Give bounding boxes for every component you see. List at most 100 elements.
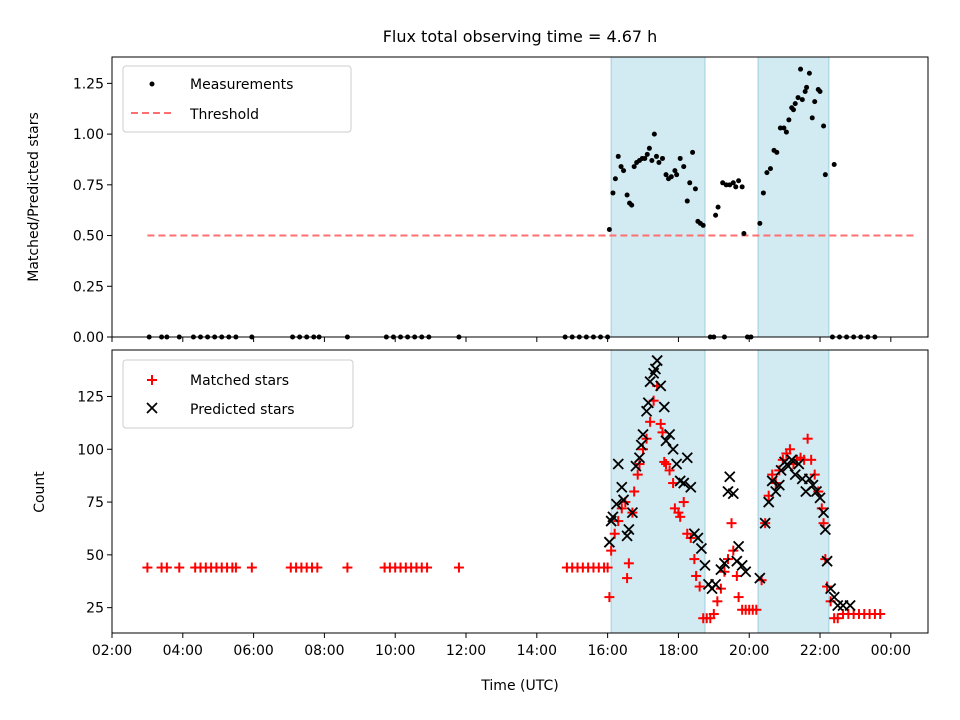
measurement-point [792, 101, 798, 107]
measurement-point [798, 66, 804, 72]
x-tick-label: 08:00 [304, 643, 344, 659]
measurement-point [804, 84, 810, 90]
predicted-star-point [724, 471, 736, 483]
shaded-interval [757, 56, 830, 338]
measurement-point [822, 172, 828, 178]
legend-predicted-marker [146, 402, 158, 414]
measurement-point [812, 99, 818, 105]
top-y-ticks: 0.00 0.25 0.50 0.75 1.00 1.25 [73, 76, 112, 346]
measurement-point [631, 164, 637, 170]
measurement-point [741, 231, 747, 237]
predicted-star-point [740, 566, 752, 578]
predicted-star-point [727, 487, 739, 500]
matched-star-point [629, 486, 640, 497]
matched-star-point [161, 562, 172, 573]
matched-star-point [774, 465, 785, 476]
measurement-point [795, 95, 801, 101]
legend-predicted-label: Predicted stars [190, 402, 295, 418]
predicted-star-point [678, 477, 690, 489]
matched-star-point [453, 562, 464, 573]
measurement-point [715, 204, 721, 210]
matched-star-point [806, 454, 817, 465]
predicted-star-point [793, 458, 805, 470]
matched-star-point [312, 562, 323, 573]
y-tick-label: 0.25 [73, 279, 104, 295]
matched-star-point [875, 608, 886, 619]
chart-title: Flux total observing time = 4.67 h [383, 27, 658, 46]
measurement-point [651, 131, 657, 137]
x-tick-label: 10:00 [375, 643, 415, 659]
predicted-star-point [814, 492, 826, 504]
predicted-star-point [810, 485, 823, 498]
matched-star-point [689, 554, 700, 565]
matched-star-point [784, 444, 795, 455]
matched-star-point [678, 497, 689, 508]
predicted-star-point [623, 523, 635, 536]
x-tick-label: 06:00 [233, 643, 273, 659]
y-tick-label: 1.00 [73, 127, 104, 143]
predicted-star-point [644, 376, 656, 388]
bottom-axes-frame [111, 349, 929, 634]
matched-star-point [622, 573, 633, 584]
measurement-point [713, 212, 719, 218]
predicted-star-point [651, 354, 663, 367]
measurement-point [767, 166, 773, 172]
measurement-point [774, 149, 780, 155]
predicted-star-point [640, 405, 653, 417]
measurement-point [663, 172, 669, 178]
y-tick-label: 125 [77, 389, 104, 405]
measurement-point [681, 164, 687, 170]
measurement-point [618, 164, 624, 170]
predicted-star-point [821, 555, 833, 567]
measurement-point [615, 153, 621, 159]
measurement-point [629, 202, 635, 208]
measurement-point [690, 149, 696, 155]
predicted-star-point [630, 460, 642, 472]
matched-star-point [802, 433, 813, 444]
bottom-legend: Matched stars Predicted stars [122, 359, 354, 429]
measurement-point [656, 160, 662, 166]
measurement-point [821, 123, 827, 129]
measurement-point [739, 184, 745, 190]
measurement-point [610, 190, 616, 196]
predicted-star-point [671, 458, 683, 470]
measurement-point [723, 182, 729, 188]
measurement-point [653, 153, 659, 159]
predicted-star-point [635, 439, 647, 451]
y-tick-label: 100 [77, 442, 104, 458]
x-tick-label: 12:00 [446, 643, 486, 659]
x-axis-label: Time (UTC) [480, 678, 558, 694]
x-tick-label: 20:00 [729, 643, 769, 659]
matched-star-point [822, 581, 833, 592]
bottom-y-ticks: 25 50 75 100 125 [77, 389, 112, 617]
bottom-panel: 25 50 75 100 125 02:00 04:00 06:00 08:00 10:00 12… [32, 349, 929, 694]
predicted-star-point [817, 506, 830, 519]
measurement-point [644, 151, 650, 157]
measurement-point [621, 168, 627, 174]
matched-star-point [657, 427, 668, 438]
predicted-star-point [667, 443, 679, 455]
x-tick-label: 16:00 [587, 643, 627, 659]
measurement-point [692, 186, 698, 192]
predicted-star-point [709, 578, 722, 591]
predicted-star-point [754, 572, 766, 584]
measurement-point [809, 115, 815, 121]
predicted-star-point [789, 468, 801, 481]
x-tick-label: 04:00 [163, 643, 203, 659]
predicted-star-point [773, 479, 785, 491]
measurement-point [659, 155, 665, 161]
measurement-point [777, 125, 783, 131]
matched-star-point [767, 469, 778, 480]
predicted-star-point [759, 517, 771, 529]
predicted-star-point [692, 532, 704, 544]
x-tick-label: 14:00 [517, 643, 557, 659]
predicted-star-point [610, 498, 623, 510]
matched-star-point [604, 592, 615, 603]
measurement-point [736, 178, 742, 184]
predicted-star-point [775, 464, 787, 477]
measurement-point [606, 226, 612, 232]
measurement-point [764, 170, 770, 176]
matched-star-point [659, 456, 670, 467]
predicted-star-point [782, 460, 794, 472]
y-tick-label: 50 [86, 548, 104, 564]
